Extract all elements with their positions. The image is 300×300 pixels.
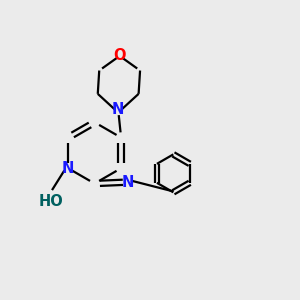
Text: N: N <box>62 161 74 176</box>
Text: N: N <box>112 102 124 117</box>
Text: N: N <box>122 175 134 190</box>
Text: O: O <box>113 48 126 63</box>
Text: HO: HO <box>38 194 63 209</box>
